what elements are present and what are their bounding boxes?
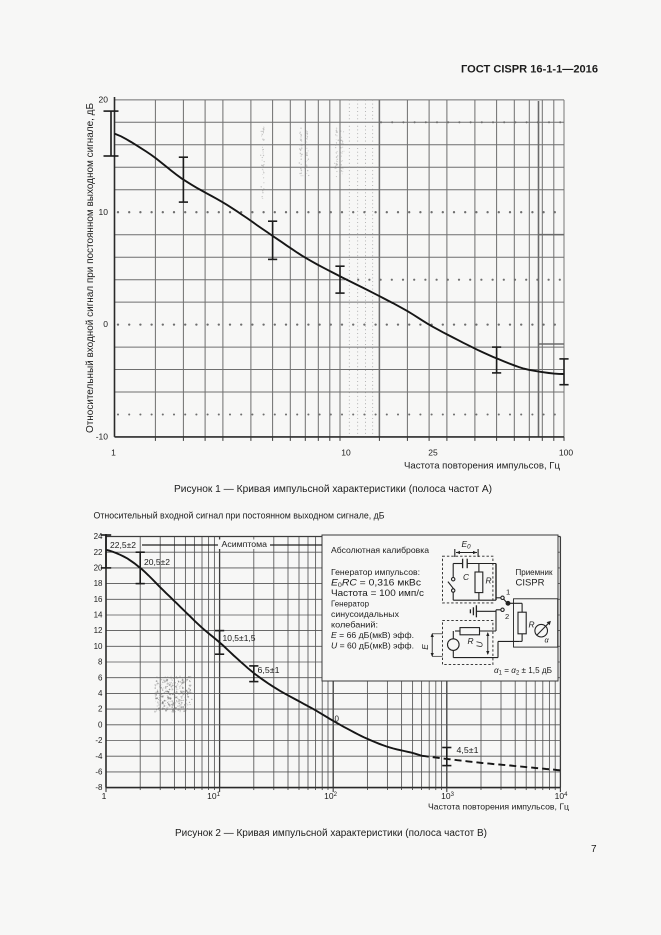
svg-text:-8: -8 (95, 783, 103, 792)
svg-text:E: E (420, 644, 430, 650)
svg-text:Приемник: Приемник (516, 567, 553, 577)
svg-text:Асимптома: Асимптома (222, 539, 268, 549)
svg-text:R: R (486, 576, 492, 586)
svg-text:Генератор импульсов:: Генератор импульсов: (331, 567, 420, 577)
svg-text:E0RC = 0,316 мкВс: E0RC = 0,316 мкВс (331, 578, 421, 590)
svg-text:7: 7 (591, 844, 597, 855)
svg-text:Абсолютная калибровка: Абсолютная калибровка (331, 545, 429, 555)
svg-text:α: α (545, 636, 550, 645)
svg-text:Рисунок 1 — Кривая импульсной: Рисунок 1 — Кривая импульсной характерис… (174, 484, 492, 495)
svg-text:1: 1 (506, 588, 510, 597)
svg-text:R: R (529, 620, 535, 630)
svg-text:6,5±1: 6,5±1 (258, 665, 280, 675)
svg-text:CISPR: CISPR (516, 578, 545, 588)
svg-text:4: 4 (98, 689, 103, 698)
svg-text:10: 10 (99, 207, 109, 217)
svg-text:100: 100 (559, 448, 573, 458)
svg-text:25: 25 (428, 448, 438, 458)
svg-text:U: U (475, 641, 485, 648)
svg-text:2: 2 (98, 705, 103, 714)
svg-text:10,5±1,5: 10,5±1,5 (223, 633, 256, 643)
svg-text:8: 8 (98, 658, 103, 667)
svg-text:4,5±1: 4,5±1 (457, 745, 479, 755)
svg-text:Рисунок 2 — Кривая импульсной: Рисунок 2 — Кривая импульсной характерис… (175, 828, 487, 839)
svg-text:0: 0 (335, 715, 340, 724)
svg-text:12: 12 (94, 626, 103, 635)
svg-text:22: 22 (94, 548, 103, 557)
svg-text:0: 0 (98, 720, 103, 729)
svg-text:22,5±2: 22,5±2 (110, 540, 136, 550)
svg-text:ГОСТ CISPR 16-1-1—2016: ГОСТ CISPR 16-1-1—2016 (461, 64, 598, 76)
svg-text:Частота повторения импульсов,: Частота повторения импульсов, Гц (428, 802, 569, 812)
svg-text:колебаний:: колебаний: (331, 620, 378, 630)
svg-text:20: 20 (99, 95, 109, 105)
svg-text:18: 18 (94, 579, 103, 588)
svg-text:24: 24 (94, 532, 103, 541)
svg-text:16: 16 (94, 595, 103, 604)
svg-text:-6: -6 (95, 768, 103, 777)
svg-text:Частота повторения импульсов,: Частота повторения импульсов, Гц (404, 461, 560, 472)
svg-text:102: 102 (324, 791, 337, 801)
svg-text:C: C (463, 572, 470, 582)
svg-text:Генератор: Генератор (331, 599, 369, 609)
svg-text:-4: -4 (95, 752, 103, 761)
svg-text:103: 103 (441, 791, 454, 801)
svg-text:1: 1 (111, 448, 116, 458)
svg-text:-10: -10 (96, 432, 109, 442)
svg-text:2: 2 (505, 612, 509, 621)
svg-text:синусоидальных: синусоидальных (331, 609, 400, 619)
svg-text:E0: E0 (462, 539, 472, 551)
svg-text:Относительный входной сигнал п: Относительный входной сигнал при постоян… (94, 511, 385, 521)
svg-text:-2: -2 (95, 736, 103, 745)
svg-text:101: 101 (207, 791, 220, 801)
svg-text:1: 1 (102, 791, 107, 801)
svg-text:14: 14 (94, 611, 103, 620)
svg-text:Частота = 100 имп/с: Частота = 100 имп/с (331, 588, 425, 598)
svg-text:10: 10 (94, 642, 103, 651)
svg-text:0: 0 (103, 319, 108, 329)
svg-text:α1 = α2 ± 1,5 дБ: α1 = α2 ± 1,5 дБ (494, 665, 552, 677)
svg-text:10: 10 (341, 448, 351, 458)
svg-text:U = 60 дБ(мкВ) эфф.: U = 60 дБ(мкВ) эфф. (331, 641, 414, 651)
svg-text:104: 104 (555, 791, 568, 801)
svg-text:Относительный входной сигнал п: Относительный входной сигнал при постоян… (85, 103, 96, 433)
svg-text:6: 6 (98, 673, 103, 682)
svg-text:20,5±2: 20,5±2 (144, 557, 170, 567)
svg-text:R: R (468, 636, 474, 646)
svg-text:20: 20 (94, 564, 103, 573)
svg-text:E = 66 дБ(мкВ) эфф.: E = 66 дБ(мкВ) эфф. (331, 630, 414, 640)
